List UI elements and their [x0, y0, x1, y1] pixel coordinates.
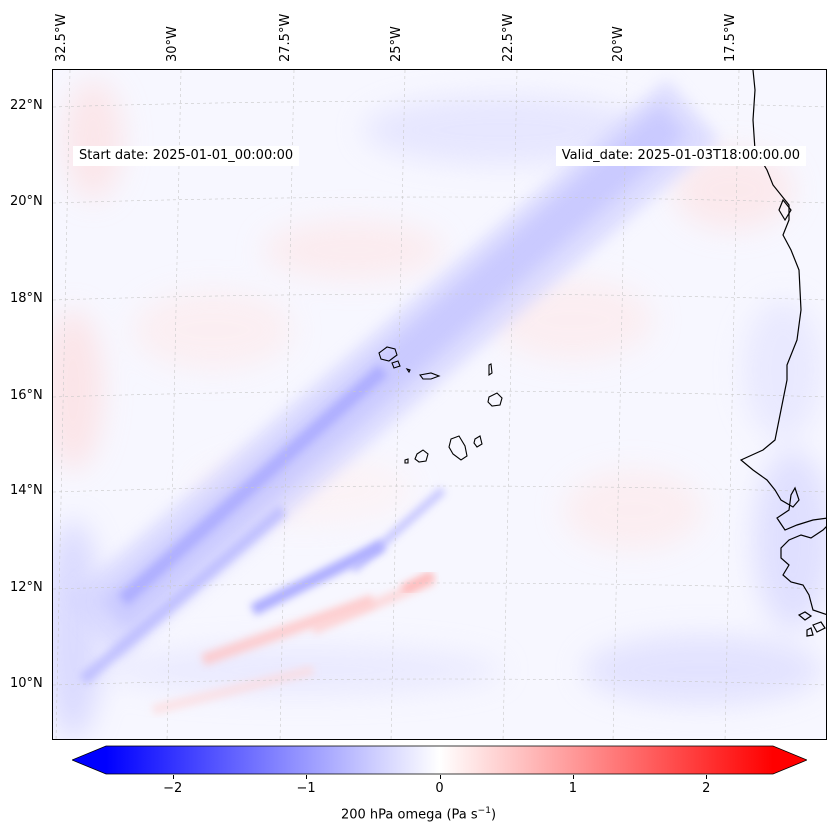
cape-verde-islands [378, 346, 503, 464]
parallel-gridline [53, 582, 826, 590]
meridian-gridline [390, 70, 406, 739]
omega-field-map [53, 70, 826, 739]
colorbar-label-text: 200 hPa omega (Pa s [340, 807, 478, 823]
island-sao-nicolau [419, 372, 441, 380]
start-date-label: Start date: 2025-01-01_00:00:00 [73, 146, 300, 166]
latitude-label: 12°N [10, 580, 43, 595]
island-boa-vista [487, 392, 503, 407]
meridian-gridline [166, 70, 182, 739]
colorbar-tick-mark [439, 775, 441, 779]
colorbar-extend-max [773, 746, 807, 774]
island-santo-antao [378, 346, 398, 362]
island-maio [473, 435, 483, 448]
map-panel: Start date: 2025-01-01_00:00:00 Valid_da… [52, 69, 827, 740]
colorbar-tick-label: −2 [163, 781, 183, 796]
coastline-bay-fragment [778, 198, 792, 222]
latitude-label: 16°N [10, 388, 43, 403]
colorbar-tick-mark [172, 775, 174, 779]
colorbar-extend-min [72, 746, 106, 774]
longitude-label: 22.5°W [501, 13, 516, 62]
island-sao-vicente [391, 360, 401, 369]
longitude-label: 32.5°W [54, 13, 69, 62]
longitude-label: 17.5°W [723, 13, 738, 62]
meridian-gridline [55, 70, 71, 739]
negative-omega-band [66, 79, 720, 685]
bijagos-islands [797, 611, 826, 637]
longitude-label: 20°W [611, 26, 626, 62]
colorbar-label: 200 hPa omega (Pa s−1) [0, 806, 837, 822]
island-santiago [448, 435, 468, 461]
colorbar-tick-label: −1 [296, 781, 316, 796]
parallel-gridline [53, 196, 826, 204]
parallel-gridline [53, 100, 826, 108]
meridian-gridline [279, 70, 295, 739]
gridlines [53, 70, 826, 739]
meridian-gridline [724, 70, 740, 739]
colorbar-tick-mark [306, 775, 308, 779]
latitude-label: 20°N [10, 194, 43, 209]
latitude-label: 10°N [10, 676, 43, 691]
valid-date-label: Valid_date: 2025-01-03T18:00:00.00 [555, 146, 806, 166]
island-santa-luzia [405, 367, 411, 374]
parallel-gridline [53, 293, 826, 301]
latitude-label: 14°N [10, 483, 43, 498]
island-sal [488, 363, 493, 377]
meridian-gridline [612, 70, 628, 739]
colorbar-tick-label: 1 [568, 781, 578, 796]
colorbar-svg [70, 745, 809, 775]
colorbar-tick-label: 0 [435, 781, 444, 796]
longitude-label: 27.5°W [278, 13, 293, 62]
colorbar-tick-mark [706, 775, 708, 779]
parallel-gridline [53, 678, 826, 686]
colorbar-tick-mark [572, 775, 574, 779]
parallel-gridline [53, 390, 826, 398]
colorbar-tick-label: 2 [702, 781, 711, 796]
island-fogo [414, 449, 429, 463]
coastline-guinea-bissau [780, 526, 826, 615]
latitude-label: 22°N [10, 98, 43, 113]
coastline-mauritania-senegal [739, 70, 826, 531]
african-coastline [739, 70, 826, 637]
longitude-label: 30°W [165, 26, 180, 62]
colorbar-label-suffix: ) [490, 807, 497, 823]
longitude-label: 25°W [389, 26, 404, 62]
island-brava [404, 458, 409, 464]
parallel-gridline [53, 485, 826, 493]
latitude-label: 18°N [10, 291, 43, 306]
positive-omega-bands [151, 570, 813, 728]
meridian-gridline [502, 70, 518, 739]
colorbar [70, 745, 809, 775]
colorbar-gradient [106, 746, 773, 774]
colorbar-label-exponent: −1 [477, 806, 491, 816]
